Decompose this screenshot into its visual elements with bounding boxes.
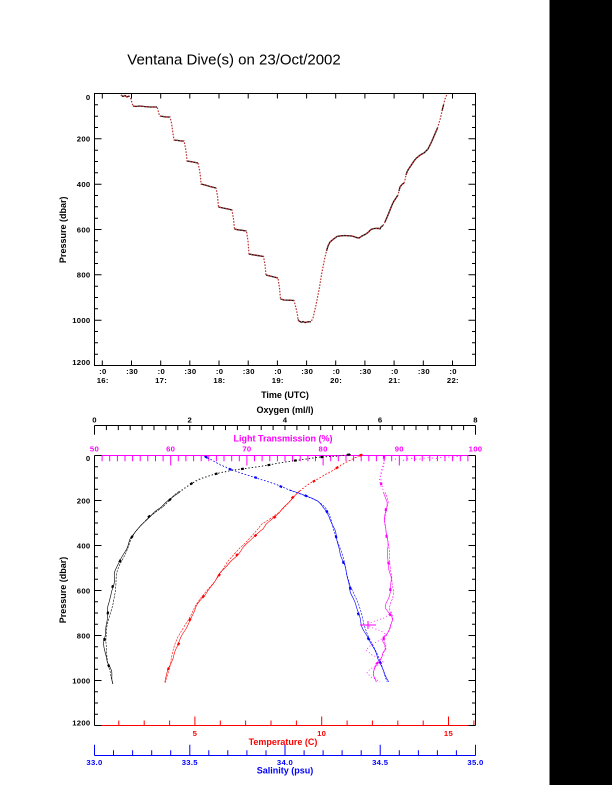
svg-text:1000: 1000: [72, 316, 90, 325]
svg-text:1200: 1200: [72, 358, 90, 367]
svg-text:10: 10: [317, 729, 326, 738]
svg-text:17:: 17:: [155, 376, 167, 385]
svg-text:4: 4: [283, 415, 288, 424]
svg-text:19:: 19:: [272, 376, 284, 385]
svg-text:0: 0: [86, 93, 91, 102]
svg-text:80: 80: [319, 444, 328, 453]
svg-text::0: :0: [216, 367, 223, 376]
svg-text:34.5: 34.5: [372, 758, 389, 767]
svg-text::30: :30: [243, 367, 255, 376]
svg-text:8: 8: [473, 415, 478, 424]
svg-text:0: 0: [92, 415, 97, 424]
svg-text::0: :0: [99, 367, 106, 376]
svg-text:6: 6: [378, 415, 383, 424]
svg-text:Salinity (psu): Salinity (psu): [257, 766, 314, 776]
svg-text:20:: 20:: [330, 376, 342, 385]
svg-text:33.0: 33.0: [86, 758, 102, 767]
svg-text:100: 100: [469, 444, 483, 453]
svg-text:33.5: 33.5: [182, 758, 199, 767]
svg-text:200: 200: [77, 496, 91, 505]
svg-text:90: 90: [395, 444, 404, 453]
svg-text::30: :30: [418, 367, 430, 376]
svg-text:Light Transmission (%): Light Transmission (%): [233, 434, 332, 444]
svg-text:400: 400: [77, 180, 91, 189]
svg-text::0: :0: [391, 367, 398, 376]
svg-text::0: :0: [158, 367, 165, 376]
svg-text:60: 60: [166, 444, 175, 453]
svg-text::0: :0: [449, 367, 456, 376]
svg-text::30: :30: [184, 367, 196, 376]
svg-text:600: 600: [77, 586, 91, 595]
svg-text:16:: 16:: [97, 376, 109, 385]
svg-text:800: 800: [77, 271, 91, 280]
svg-text::0: :0: [333, 367, 340, 376]
svg-text:5: 5: [193, 729, 198, 738]
svg-text:200: 200: [77, 135, 91, 144]
svg-text:15: 15: [444, 729, 454, 738]
svg-text::0: :0: [274, 367, 281, 376]
svg-text:34.0: 34.0: [277, 758, 293, 767]
svg-text:2: 2: [188, 415, 193, 424]
svg-text:Pressure (dbar): Pressure (dbar): [58, 557, 68, 624]
svg-text:18:: 18:: [213, 376, 225, 385]
svg-text:22:: 22:: [447, 376, 459, 385]
svg-text:1200: 1200: [72, 718, 90, 727]
svg-text:600: 600: [77, 225, 91, 234]
svg-text::30: :30: [359, 367, 371, 376]
svg-text:Pressure (dbar): Pressure (dbar): [58, 197, 68, 264]
svg-text:Time (UTC): Time (UTC): [261, 390, 309, 400]
svg-text:400: 400: [77, 541, 91, 550]
svg-text:35.0: 35.0: [467, 758, 483, 767]
svg-text::30: :30: [126, 367, 138, 376]
svg-text::30: :30: [301, 367, 313, 376]
svg-text:50: 50: [90, 444, 99, 453]
svg-text:Temperature (C): Temperature (C): [249, 737, 318, 747]
svg-text:21:: 21:: [388, 376, 400, 385]
svg-text:0: 0: [86, 454, 91, 463]
svg-text:Ventana Dive(s) on 23/Oct/2002: Ventana Dive(s) on 23/Oct/2002: [127, 52, 340, 69]
svg-text:800: 800: [77, 631, 91, 640]
svg-text:Oxygen (ml/l): Oxygen (ml/l): [256, 405, 313, 415]
svg-text:1000: 1000: [72, 676, 90, 685]
svg-text:70: 70: [242, 444, 251, 453]
